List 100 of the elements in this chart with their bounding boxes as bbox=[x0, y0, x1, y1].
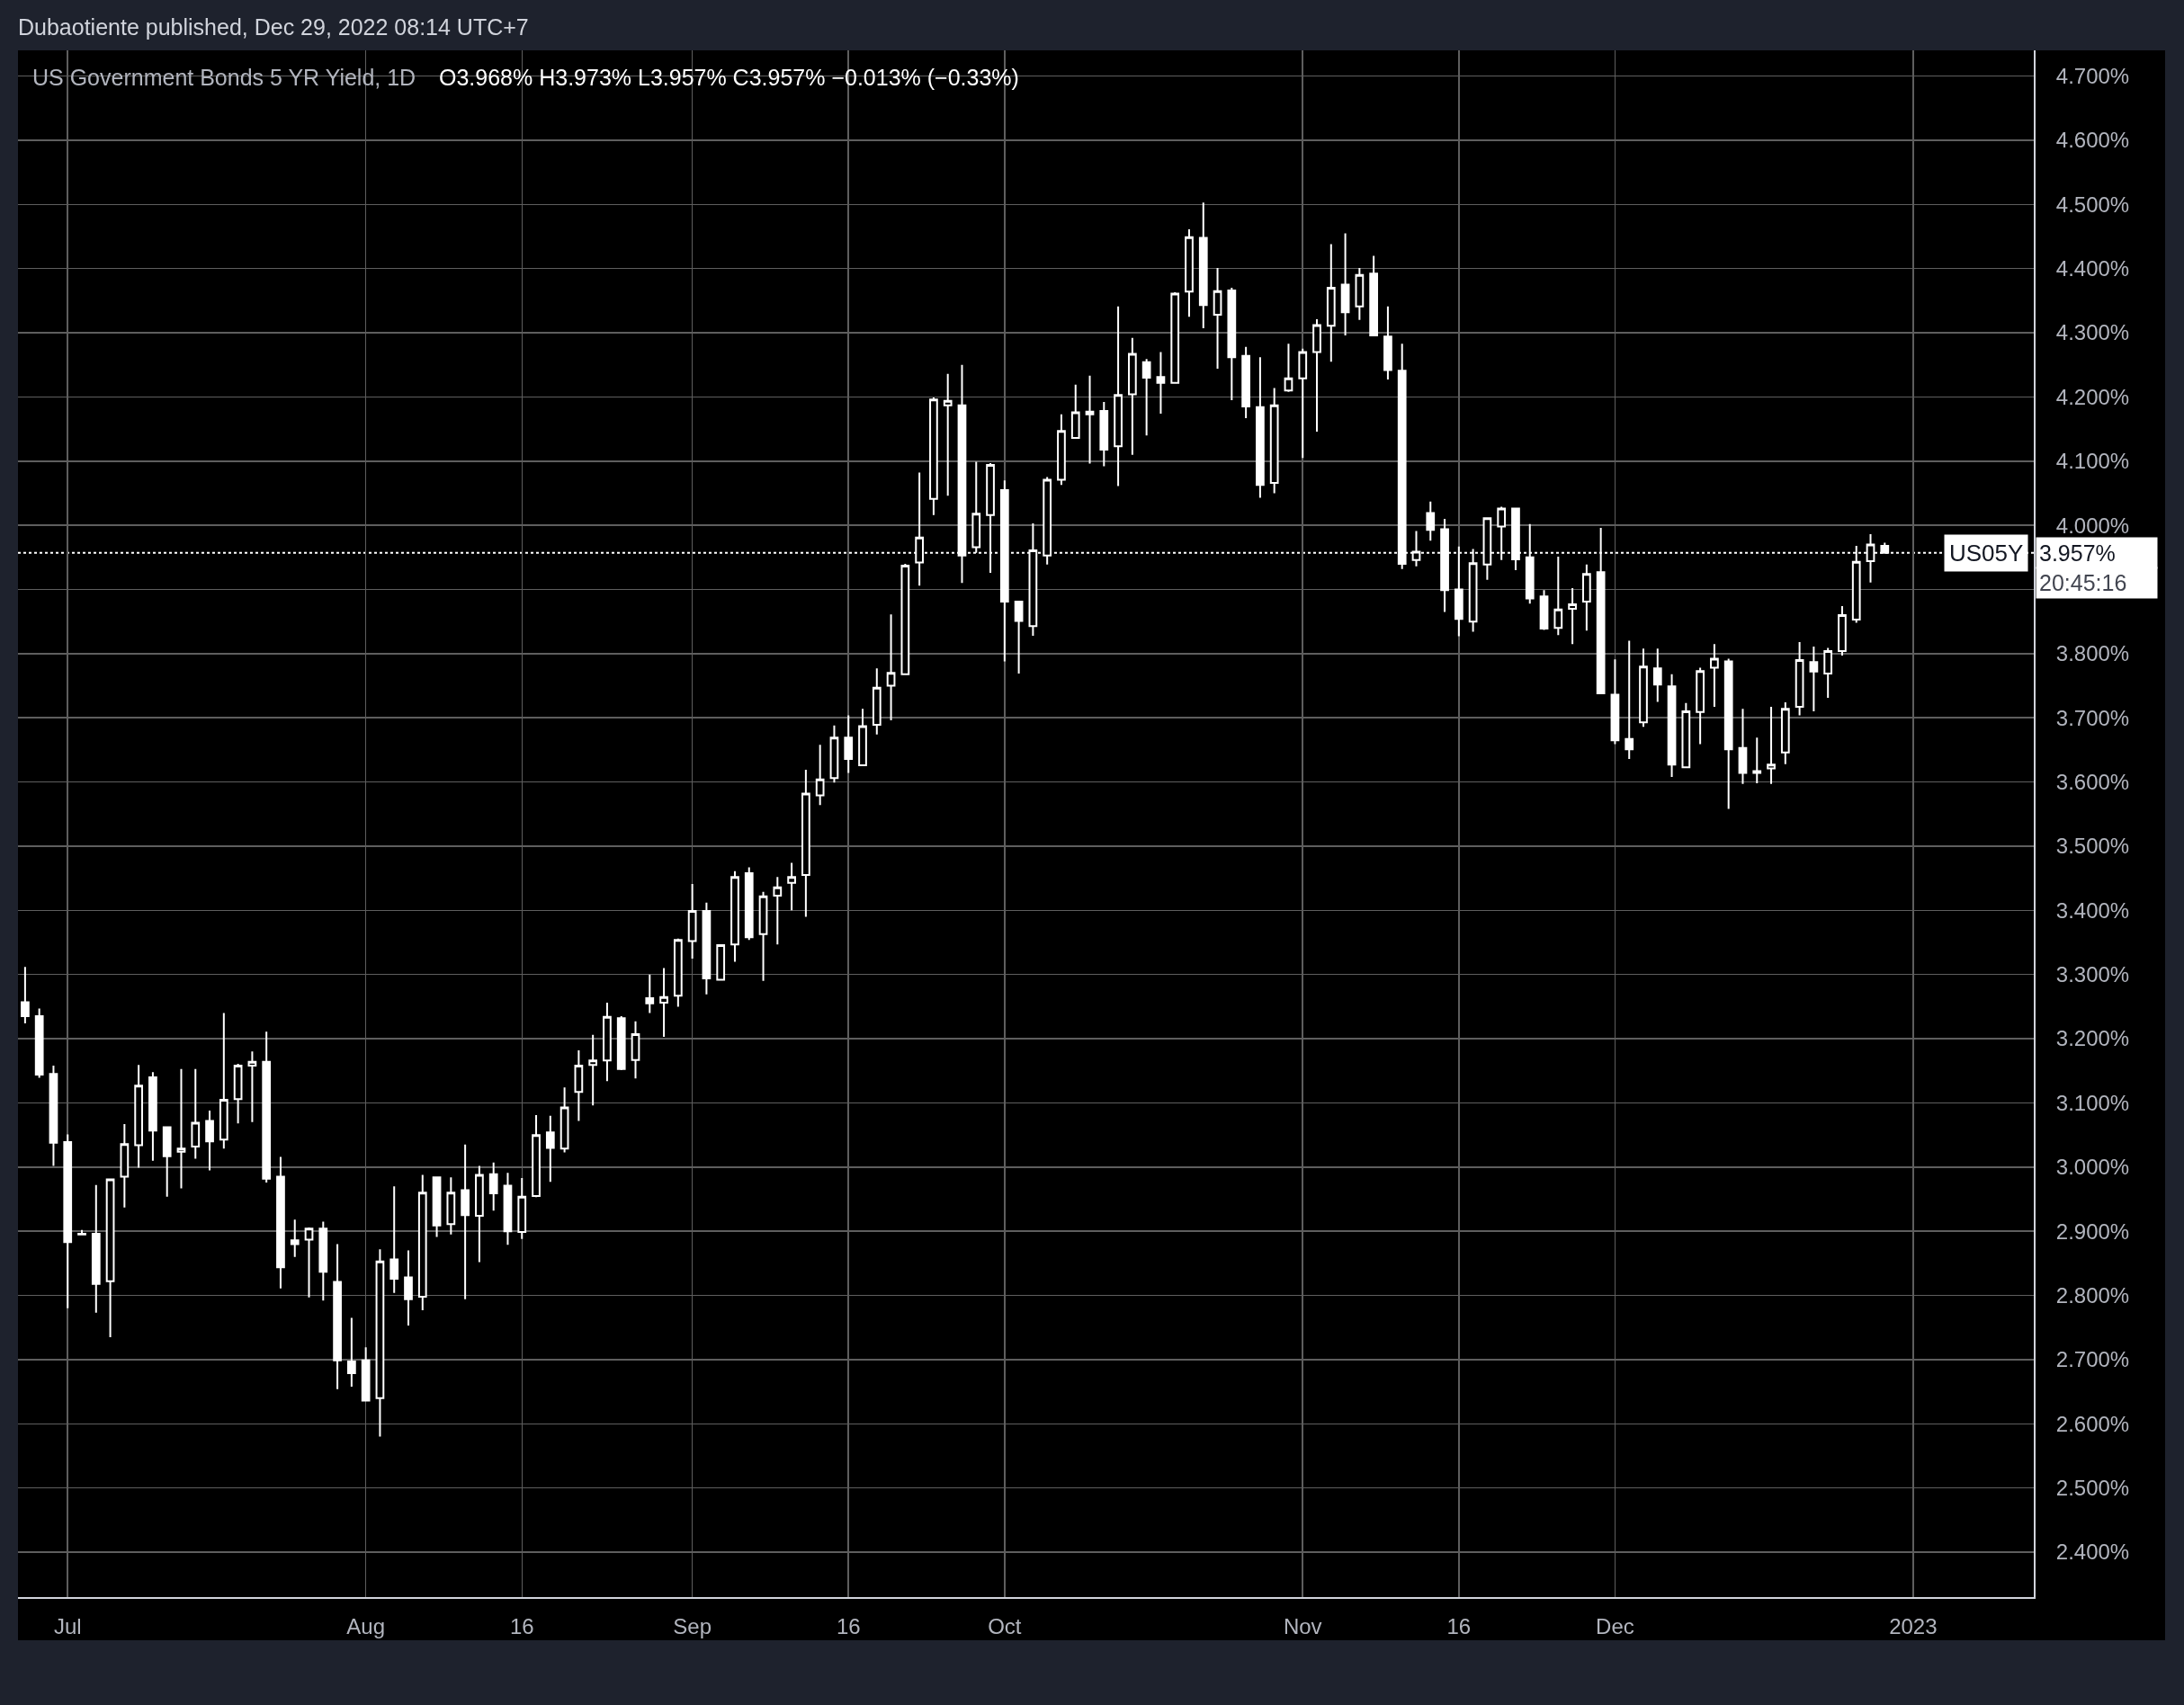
candlestick bbox=[375, 1248, 385, 1438]
y-tick-label: 4.200% bbox=[2055, 384, 2130, 409]
candlestick bbox=[1681, 701, 1691, 769]
y-tick-label: 3.200% bbox=[2055, 1026, 2130, 1051]
candlestick bbox=[389, 1185, 399, 1294]
candlestick bbox=[1014, 600, 1024, 674]
candlestick bbox=[1738, 708, 1748, 785]
y-tick-label: 2.600% bbox=[2055, 1411, 2130, 1436]
candlestick bbox=[233, 1062, 243, 1125]
y-tick-label: 2.900% bbox=[2055, 1218, 2130, 1244]
x-tick-label: Sep bbox=[673, 1613, 712, 1638]
candlestick bbox=[1652, 647, 1662, 703]
candlestick bbox=[758, 890, 768, 982]
candlestick bbox=[900, 562, 910, 675]
y-tick-label: 4.100% bbox=[2055, 449, 2130, 474]
candlestick bbox=[1170, 291, 1180, 384]
candlestick bbox=[503, 1172, 513, 1246]
candlestick bbox=[559, 1086, 569, 1154]
candlestick bbox=[1085, 374, 1095, 465]
candlestick bbox=[532, 1114, 541, 1199]
candlestick bbox=[1141, 358, 1151, 437]
candlestick bbox=[1326, 243, 1336, 363]
candlestick bbox=[1312, 318, 1321, 433]
candlestick bbox=[432, 1176, 442, 1238]
candlestick bbox=[1809, 646, 1819, 713]
candlestick bbox=[1043, 476, 1052, 566]
candlestick bbox=[829, 724, 839, 784]
candlestick bbox=[1213, 266, 1222, 370]
candlestick bbox=[276, 1156, 285, 1290]
candlestick bbox=[1710, 643, 1719, 709]
candlestick bbox=[1553, 556, 1563, 637]
candlestick bbox=[730, 870, 739, 963]
candlestick bbox=[1128, 336, 1137, 456]
candlestick bbox=[588, 1033, 598, 1107]
candlestick bbox=[318, 1220, 328, 1302]
y-tick-label: 2.700% bbox=[2055, 1347, 2130, 1372]
candlestick bbox=[1667, 673, 1677, 778]
candlestick bbox=[645, 973, 655, 1014]
x-tick-label: Dec bbox=[1596, 1613, 1634, 1638]
candlestick bbox=[1355, 266, 1365, 321]
candlestick bbox=[488, 1161, 498, 1212]
y-tick-label: 3.700% bbox=[2055, 705, 2130, 730]
y-tick-label: 3.800% bbox=[2055, 641, 2130, 666]
x-tick-label: Oct bbox=[988, 1613, 1022, 1638]
x-tick-label: 16 bbox=[1446, 1613, 1472, 1638]
candlestick bbox=[673, 937, 683, 1008]
y-tick-label: 4.500% bbox=[2055, 192, 2130, 217]
candlestick bbox=[262, 1031, 272, 1183]
y-tick-label: 2.500% bbox=[2055, 1476, 2130, 1501]
candlestick bbox=[1582, 563, 1591, 632]
text: Dubaotiente published, Dec 29, 2022 08:14 UTC+7 bbox=[18, 13, 529, 40]
annotation: O3.968% H3.973% L3.957% C3.957% −0.013% (−0.33%) bbox=[439, 65, 1019, 90]
candlestick bbox=[1369, 254, 1379, 336]
candlestick bbox=[120, 1123, 130, 1209]
candlestick bbox=[815, 744, 825, 807]
candlestick bbox=[1880, 541, 1890, 554]
x-tick-label: 16 bbox=[836, 1613, 861, 1638]
candlestick bbox=[34, 1007, 44, 1079]
candlestick bbox=[1639, 647, 1648, 728]
candlestick bbox=[687, 883, 697, 960]
candlestick bbox=[872, 667, 882, 736]
ref-line-label: US05Y bbox=[1949, 540, 2024, 567]
candlestick bbox=[134, 1064, 144, 1169]
y-tick-label: 3.100% bbox=[2055, 1090, 2130, 1115]
y-tick-label: 4.600% bbox=[2055, 128, 2130, 153]
candlestick bbox=[1241, 345, 1250, 419]
candlestick bbox=[631, 1020, 640, 1080]
candlestick bbox=[1539, 589, 1549, 631]
candlestick bbox=[1099, 401, 1109, 468]
candlestick bbox=[574, 1049, 584, 1122]
candlestick bbox=[886, 613, 896, 722]
candlestick bbox=[1795, 641, 1804, 717]
y-tick-label: 3.500% bbox=[2055, 834, 2130, 859]
candlestick bbox=[205, 1110, 214, 1172]
candlestick bbox=[1057, 413, 1066, 487]
y-tick-label: 3.400% bbox=[2055, 897, 2130, 923]
candlestick bbox=[603, 1002, 612, 1083]
candlestick bbox=[1256, 356, 1265, 499]
y-tick-label: 3.300% bbox=[2055, 962, 2130, 987]
candlestick bbox=[1383, 305, 1392, 381]
candlestick bbox=[304, 1226, 314, 1299]
candlestick bbox=[744, 866, 754, 942]
candlestick bbox=[801, 769, 810, 918]
candlestick bbox=[91, 1183, 101, 1314]
candlestick bbox=[1269, 387, 1279, 495]
candlestick bbox=[1752, 736, 1762, 785]
y-tick-label: 2.800% bbox=[2055, 1282, 2130, 1308]
candlestick bbox=[77, 1228, 86, 1236]
text: US Government Bonds 5 YR Yield, 1D bbox=[32, 64, 416, 90]
x-tick-label: Aug bbox=[346, 1613, 385, 1638]
candlestick bbox=[21, 966, 30, 1024]
candlestick bbox=[1114, 305, 1123, 487]
candlestick bbox=[1780, 701, 1790, 765]
candlestick bbox=[659, 967, 668, 1038]
candlestick bbox=[461, 1143, 470, 1300]
candlestick bbox=[1823, 647, 1833, 700]
candlestick bbox=[404, 1249, 413, 1327]
candlestick bbox=[1227, 287, 1237, 401]
candlestick bbox=[1340, 232, 1350, 336]
candlestick bbox=[417, 1174, 427, 1311]
